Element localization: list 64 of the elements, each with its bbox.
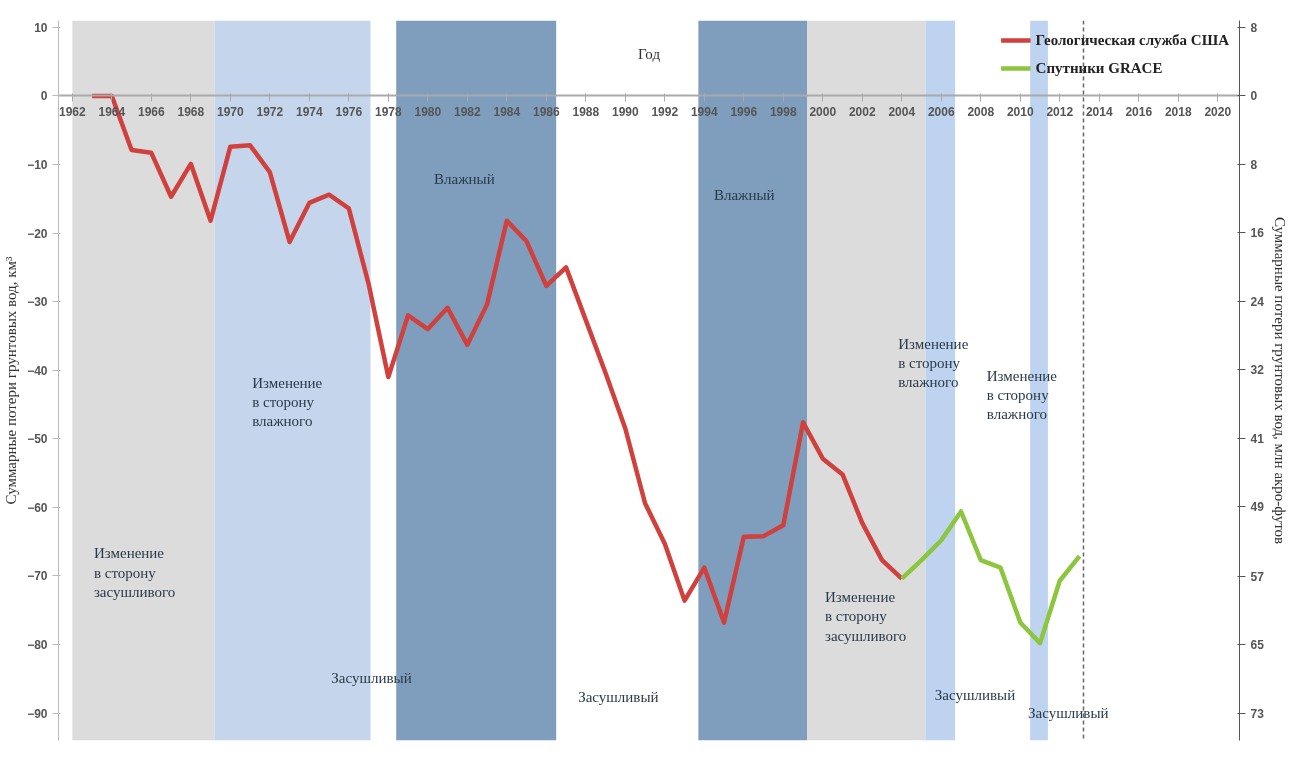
annotation: Влажный bbox=[713, 186, 775, 203]
x-tick-label: 2016 bbox=[1125, 104, 1153, 119]
x-tick-label: 2010 bbox=[1006, 104, 1034, 119]
y-tick-label: −80 bbox=[27, 638, 48, 652]
x-tick-label: 1970 bbox=[216, 104, 244, 119]
x-tick-label: 1988 bbox=[572, 104, 600, 119]
x-tick-label: 2008 bbox=[967, 104, 995, 119]
y2-tick-label: 57 bbox=[1250, 569, 1265, 584]
x-tick-label: 1982 bbox=[453, 104, 481, 119]
y-tick-label: −30 bbox=[27, 295, 48, 310]
annotation: Изменение в сторону засушливого bbox=[824, 589, 907, 644]
y-tick-label: 0 bbox=[40, 89, 48, 104]
x-axis-title: Год bbox=[637, 46, 661, 63]
y-tick-label: −70 bbox=[27, 569, 48, 584]
x-tick-label: 2000 bbox=[809, 104, 837, 119]
annotation: Изменение в сторону влажного bbox=[252, 374, 323, 430]
x-tick-label: 1996 bbox=[730, 104, 758, 119]
annotation: Влажный bbox=[434, 170, 495, 187]
x-tick-label: 2014 bbox=[1085, 104, 1113, 119]
x-tick-label: 1980 bbox=[414, 104, 442, 119]
x-tick-label: 2020 bbox=[1204, 104, 1232, 119]
y2-tick-label: 65 bbox=[1250, 638, 1265, 653]
x-tick-label: 1990 bbox=[611, 104, 639, 119]
y-tick-label: −90 bbox=[27, 706, 48, 721]
y2-tick-label: 8 bbox=[1250, 157, 1258, 172]
y-tick-label: −60 bbox=[27, 500, 48, 515]
x-tick-label: 1984 bbox=[493, 104, 521, 119]
y2-tick-label: 73 bbox=[1250, 706, 1265, 721]
y2-tick-label: 41 bbox=[1250, 431, 1265, 446]
x-tick-label: 2004 bbox=[888, 104, 916, 119]
y2-tick-label: 16 bbox=[1250, 226, 1265, 241]
x-tick-label: 1962 bbox=[58, 104, 86, 119]
legend-label: Геологическая служба США bbox=[1035, 31, 1229, 49]
x-tick-label: 1992 bbox=[651, 104, 679, 119]
annotation: Засушливый bbox=[1028, 705, 1109, 722]
x-tick-label: 1998 bbox=[769, 104, 797, 119]
x-tick-label: 2018 bbox=[1164, 104, 1192, 119]
y2-tick-label: 32 bbox=[1250, 363, 1265, 378]
annotation: Изменение в сторону влажного bbox=[986, 367, 1058, 422]
annotation: Изменение в сторону засушливого bbox=[93, 545, 176, 600]
annotation: Засушливый bbox=[578, 689, 659, 706]
annotation: Засушливый bbox=[934, 686, 1016, 703]
y2-tick-label: 49 bbox=[1250, 500, 1265, 515]
legend-label: Спутники GRACE bbox=[1035, 59, 1163, 77]
y-tick-label: −40 bbox=[27, 363, 48, 378]
y-axis-title: Суммарные потери грунтовых вод, км³ bbox=[3, 255, 20, 505]
y2-tick-label: 8 bbox=[1250, 20, 1258, 35]
y2-axis-title: Суммарные потери грунтовых вод, млн акро-футов bbox=[1271, 216, 1288, 545]
x-tick-label: 1972 bbox=[256, 104, 284, 119]
y2-tick-label: 24 bbox=[1250, 294, 1265, 309]
x-tick-label: 1974 bbox=[295, 104, 323, 119]
y2-tick-label: 0 bbox=[1250, 89, 1258, 104]
x-tick-label: 2002 bbox=[848, 104, 876, 119]
annotation: Изменение в сторону влажного bbox=[898, 335, 969, 391]
y-tick-label: 10 bbox=[34, 20, 48, 35]
y-tick-label: −50 bbox=[27, 432, 48, 447]
x-tick-label: 2006 bbox=[927, 104, 955, 119]
y-tick-label: −20 bbox=[27, 226, 48, 241]
x-tick-label: 1976 bbox=[335, 104, 363, 119]
x-tick-label: 2012 bbox=[1046, 104, 1074, 119]
y-tick-label: −10 bbox=[27, 158, 48, 172]
x-tick-label: 1966 bbox=[137, 104, 165, 119]
annotation: Засушливый bbox=[331, 669, 412, 686]
x-tick-label: 1968 bbox=[177, 104, 205, 119]
